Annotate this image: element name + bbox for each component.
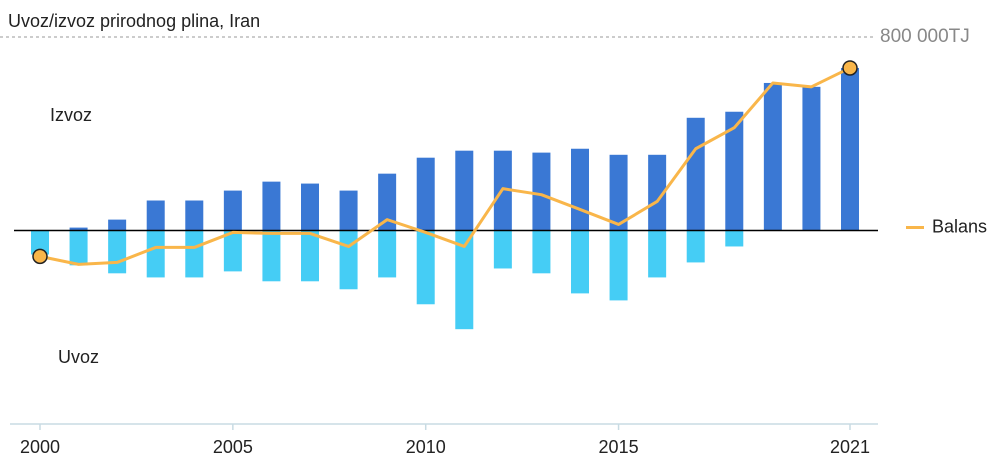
bar: [763, 82, 782, 231]
bar: [146, 200, 165, 231]
bar: [31, 230, 49, 255]
bar: [571, 230, 589, 294]
end-marker: [32, 248, 48, 265]
bar: [378, 230, 397, 278]
end-marker: [842, 60, 858, 76]
bar: [455, 230, 474, 330]
bar: [493, 230, 512, 269]
bar: [339, 190, 358, 231]
bar: [378, 173, 397, 231]
bar: [69, 227, 88, 231]
bar: [223, 230, 242, 272]
bar: [455, 150, 474, 231]
x-tick-label: 2005: [213, 437, 253, 457]
y-tick-label: 800 000TJ: [880, 26, 970, 47]
bar: [609, 230, 628, 301]
x-tick-label: 2021: [830, 437, 870, 457]
bar: [686, 117, 705, 231]
bar: [532, 230, 551, 274]
bar: [841, 67, 859, 231]
series-annotation: Izvoz: [50, 105, 92, 125]
bar: [262, 230, 281, 282]
x-tick-label: 2010: [406, 437, 446, 457]
x-tick-label: 2000: [20, 437, 60, 457]
bar: [185, 200, 204, 231]
bar: [108, 230, 127, 274]
bar: [223, 190, 242, 231]
bar: [339, 230, 358, 290]
chart-title: Uvoz/izvoz prirodnog plina, Iran: [8, 11, 260, 31]
bar: [69, 230, 88, 266]
bar: [301, 230, 319, 282]
series-annotation: Uvoz: [58, 347, 99, 367]
bar: [185, 230, 204, 278]
bar: [301, 183, 319, 231]
bar: [416, 230, 435, 305]
bar: [262, 181, 281, 231]
bar: [802, 86, 821, 231]
legend-label: Balans: [932, 216, 987, 236]
x-tick-label: 2015: [599, 437, 639, 457]
bar: [532, 152, 551, 231]
bar: [686, 230, 705, 263]
bar: [146, 230, 165, 278]
bar: [609, 154, 628, 231]
bar: [648, 230, 667, 278]
balance-line: [39, 66, 851, 266]
bar: [725, 230, 744, 247]
bar: [648, 154, 667, 231]
bar: [571, 148, 589, 231]
bar: [416, 157, 435, 231]
bar: [108, 219, 127, 231]
bar: [725, 111, 744, 231]
